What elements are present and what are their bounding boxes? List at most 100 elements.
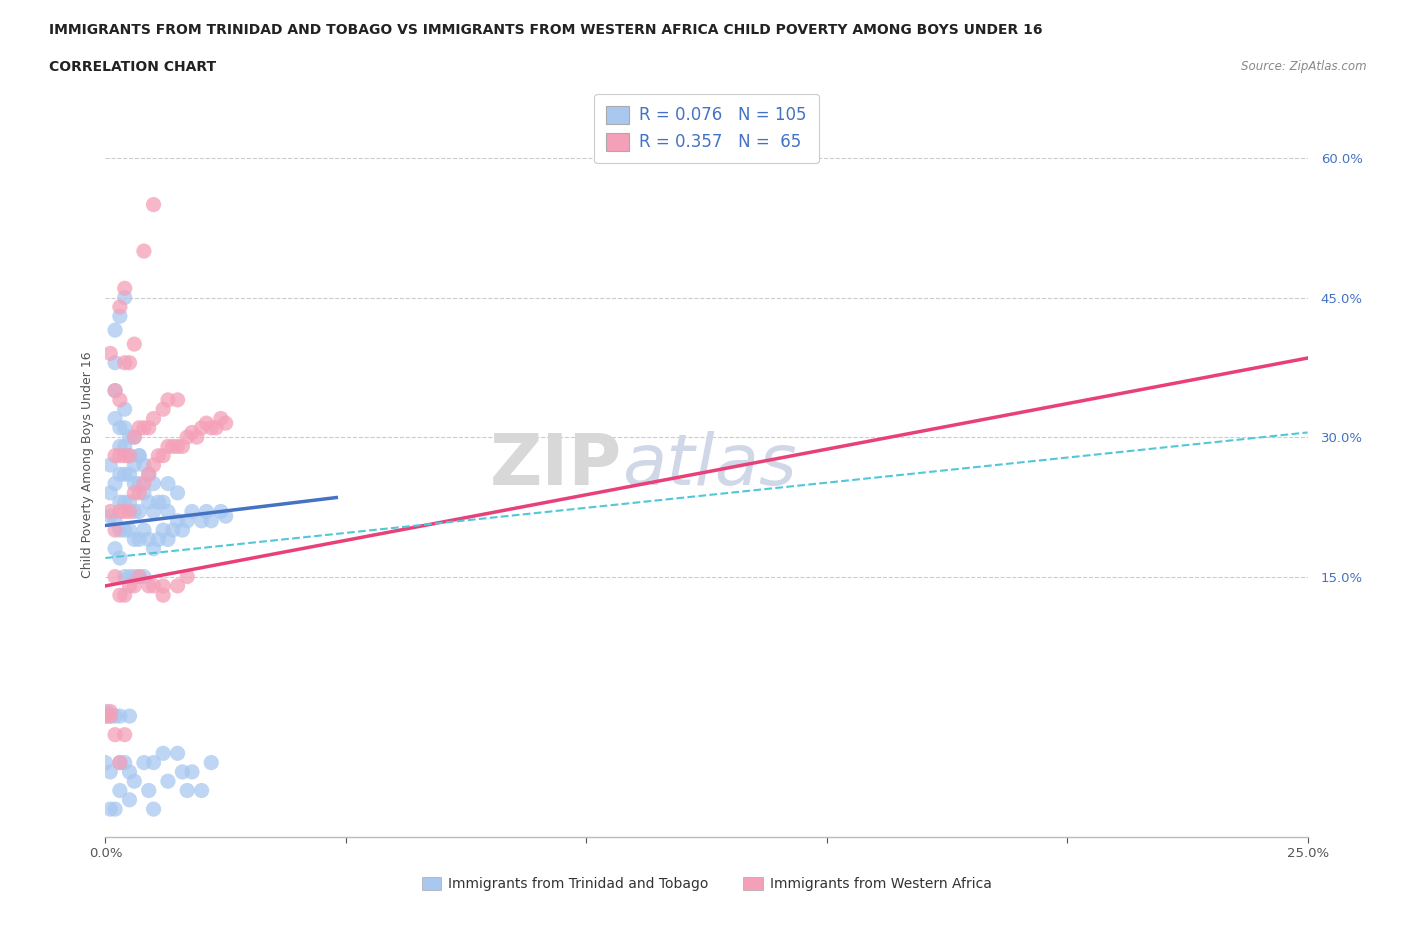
Point [114, 290, 136, 305]
Point [98, 509, 121, 524]
Point [152, 523, 174, 538]
Point [114, 588, 136, 603]
Point [108, 551, 131, 565]
Point [104, 569, 127, 584]
Point [104, 411, 127, 426]
Point [108, 467, 131, 482]
Point [118, 523, 141, 538]
Point [209, 504, 232, 519]
Point [138, 420, 160, 435]
Point [166, 513, 188, 528]
Point [128, 569, 150, 584]
Point [156, 392, 179, 407]
Point [108, 448, 131, 463]
Point [166, 439, 188, 454]
Point [124, 569, 146, 584]
Point [148, 448, 170, 463]
Point [181, 425, 204, 440]
Point [181, 764, 204, 779]
Point [108, 755, 131, 770]
Point [142, 755, 165, 770]
Point [108, 755, 131, 770]
Point [142, 541, 165, 556]
Point [98, 504, 121, 519]
Point [128, 485, 150, 500]
Point [114, 523, 136, 538]
Point [195, 416, 218, 431]
Point [142, 504, 165, 519]
Point [128, 448, 150, 463]
Point [128, 504, 150, 519]
Point [148, 495, 170, 510]
Point [104, 323, 127, 338]
Point [138, 532, 160, 547]
Point [152, 448, 174, 463]
Point [104, 476, 127, 491]
Text: CORRELATION CHART: CORRELATION CHART [49, 60, 217, 74]
Point [104, 802, 127, 817]
Point [132, 458, 155, 472]
Point [118, 764, 141, 779]
Point [98, 802, 121, 817]
Point [138, 467, 160, 482]
Point [114, 439, 136, 454]
Point [132, 420, 155, 435]
Point [124, 578, 146, 593]
Point [132, 244, 155, 259]
Point [118, 495, 141, 510]
Point [214, 416, 236, 431]
Point [138, 495, 160, 510]
Point [148, 532, 170, 547]
Point [118, 578, 141, 593]
Point [118, 430, 141, 445]
Point [118, 569, 141, 584]
Point [152, 402, 174, 417]
Point [124, 504, 146, 519]
Point [108, 504, 131, 519]
Point [114, 467, 136, 482]
Point [124, 337, 146, 352]
Point [152, 495, 174, 510]
Point [104, 727, 127, 742]
Y-axis label: Child Poverty Among Boys Under 16: Child Poverty Among Boys Under 16 [82, 352, 94, 578]
Point [142, 578, 165, 593]
Point [186, 430, 208, 445]
Point [118, 355, 141, 370]
Point [142, 802, 165, 817]
Point [94, 704, 117, 719]
Legend: Immigrants from Trinidad and Tobago, Immigrants from Western Africa: Immigrants from Trinidad and Tobago, Imm… [416, 872, 997, 897]
Point [138, 578, 160, 593]
Point [128, 476, 150, 491]
Point [190, 783, 212, 798]
Point [128, 569, 150, 584]
Point [138, 783, 160, 798]
Point [114, 281, 136, 296]
Point [156, 476, 179, 491]
Point [142, 458, 165, 472]
Point [114, 420, 136, 435]
Point [205, 420, 228, 435]
Point [108, 783, 131, 798]
Point [132, 569, 155, 584]
Point [128, 420, 150, 435]
Point [108, 709, 131, 724]
Point [152, 578, 174, 593]
Point [98, 485, 121, 500]
Point [94, 709, 117, 724]
Text: IMMIGRANTS FROM TRINIDAD AND TOBAGO VS IMMIGRANTS FROM WESTERN AFRICA CHILD POVE: IMMIGRANTS FROM TRINIDAD AND TOBAGO VS I… [49, 23, 1043, 37]
Point [104, 383, 127, 398]
Point [166, 485, 188, 500]
Point [132, 485, 155, 500]
Point [132, 476, 155, 491]
Point [209, 411, 232, 426]
Point [162, 439, 184, 454]
Point [114, 448, 136, 463]
Point [166, 746, 188, 761]
Point [98, 346, 121, 361]
Point [94, 755, 117, 770]
Point [138, 467, 160, 482]
Point [104, 513, 127, 528]
Point [142, 476, 165, 491]
Point [156, 504, 179, 519]
Point [152, 588, 174, 603]
